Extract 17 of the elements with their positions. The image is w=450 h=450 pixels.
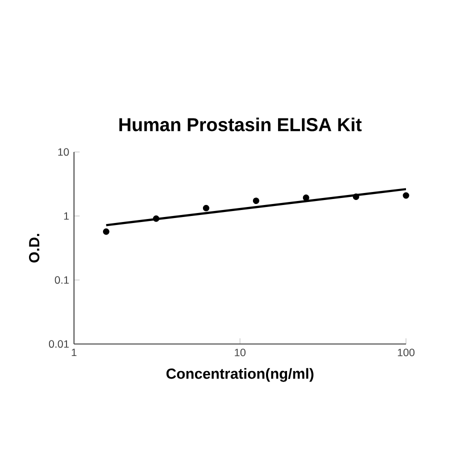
x-tick-label: 1 (72, 348, 76, 356)
x-axis-title: Concentration(ng/ml) (166, 368, 314, 382)
point (202, 204, 210, 212)
point (252, 198, 260, 204)
y-tick-label: 0.01 (48, 340, 69, 348)
y-tick-label: 0.1 (54, 276, 69, 284)
point (402, 192, 410, 199)
point (302, 194, 310, 201)
point (352, 194, 360, 200)
y-tick-label: 10 (58, 148, 69, 156)
chart-title: Human Prostasin ELISA Kit (119, 118, 362, 132)
y-axis-title: O.D. (29, 234, 40, 262)
point (102, 228, 110, 235)
y-tick-label: 1 (64, 212, 69, 220)
x-tick-label: 100 (398, 348, 414, 356)
x-tick-label: 10 (234, 348, 246, 356)
point (152, 215, 160, 222)
